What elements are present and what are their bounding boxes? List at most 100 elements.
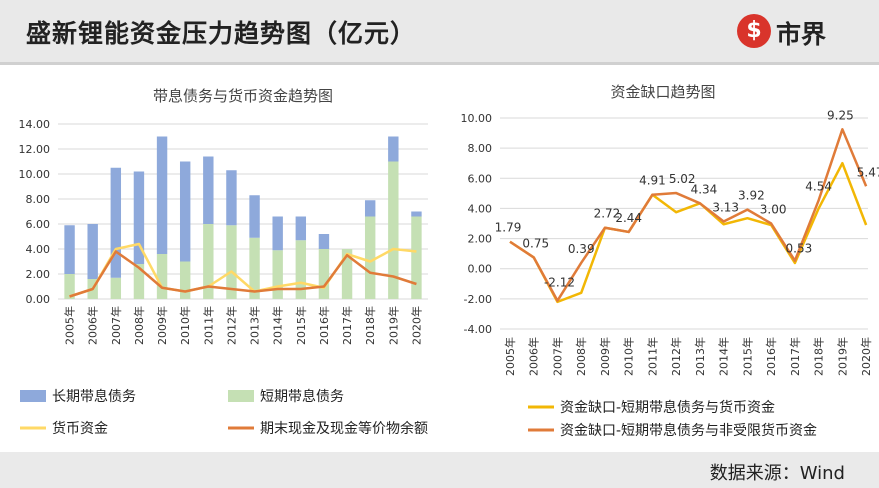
footer-bar: 数据来源：Wind <box>0 452 879 488</box>
right-y-tick-label: 4.00 <box>468 202 493 215</box>
left-x-tick-label: 2009年 <box>155 306 169 345</box>
long-term-debt-bar <box>388 136 399 162</box>
left-x-tick-label: 2005年 <box>63 306 77 345</box>
long-term-debt-bar <box>203 156 214 224</box>
left-legend-label: 货币资金 <box>52 420 108 437</box>
right-y-tick-label: 6.00 <box>468 172 493 185</box>
short-term-debt-bar <box>411 216 422 299</box>
short-term-debt-bar <box>179 261 191 299</box>
right-x-tick-label: 2014年 <box>717 337 731 376</box>
left-y-tick-label: 2.00 <box>26 268 51 281</box>
left-legend-label: 长期带息债务 <box>52 388 136 405</box>
left-x-tick-label: 2008年 <box>132 306 146 345</box>
data-source: 数据来源：Wind <box>709 463 845 484</box>
long-term-debt-bar <box>411 211 422 217</box>
left-x-tick-label: 2020年 <box>409 306 423 345</box>
right-y-tick-label: -4.00 <box>464 323 492 336</box>
right-data-label: 2.72 <box>594 207 621 221</box>
right-data-label: 2.44 <box>615 211 642 225</box>
left-y-tick-label: 6.00 <box>26 218 51 231</box>
right-x-tick-label: 2017年 <box>788 337 802 376</box>
right-data-label: 4.34 <box>691 182 718 196</box>
short-term-debt-bar <box>203 224 214 299</box>
left-x-tick-label: 2015年 <box>294 306 308 345</box>
short-term-debt-bar <box>295 240 307 299</box>
long-term-debt-bar <box>110 167 122 278</box>
right-data-label: 0.39 <box>568 242 595 256</box>
left-x-tick-label: 2016年 <box>317 306 331 345</box>
long-term-debt-bar <box>226 170 237 226</box>
short-term-debt-bar <box>388 161 399 299</box>
left-x-tick-label: 2017年 <box>340 306 354 345</box>
left-x-tick-label: 2014年 <box>271 306 285 345</box>
left-y-tick-label: 8.00 <box>26 193 51 206</box>
left-y-tick-label: 14.00 <box>19 118 51 131</box>
short-term-debt-bar <box>318 249 330 299</box>
right-chart-title: 资金缺口趋势图 <box>610 83 715 101</box>
right-data-label: 9.25 <box>827 108 854 122</box>
left-legend-label: 短期带息债务 <box>260 388 344 405</box>
right-y-tick-label: 10.00 <box>461 112 493 125</box>
right-data-label: 3.92 <box>738 189 765 203</box>
right-legend-label: 资金缺口-短期带息债务与非受限货币资金 <box>560 422 817 439</box>
right-data-label: -2.12 <box>544 276 575 290</box>
right-data-label: 0.75 <box>522 236 549 250</box>
left-x-tick-label: 2012年 <box>224 306 238 345</box>
right-data-label: 4.54 <box>805 179 832 193</box>
right-y-tick-label: 8.00 <box>468 142 493 155</box>
right-x-tick-label: 2010年 <box>622 337 636 376</box>
header-divider <box>0 62 879 65</box>
short-term-debt-bar <box>156 254 168 299</box>
long-term-debt-bar <box>64 225 75 274</box>
right-x-tick-label: 2012年 <box>669 337 683 376</box>
right-x-tick-label: 2006年 <box>527 337 541 376</box>
right-data-label: 5.47 <box>857 165 879 179</box>
left-x-tick-label: 2013年 <box>248 306 262 345</box>
right-x-tick-label: 2016年 <box>764 337 778 376</box>
right-data-label: 1.79 <box>495 221 522 235</box>
right-data-label: 5.02 <box>669 172 696 186</box>
gap-unrestricted-line <box>509 128 868 302</box>
left-chart-title: 带息债务与货币资金趋势图 <box>153 87 333 105</box>
right-x-tick-label: 2015年 <box>740 337 754 376</box>
short-term-debt-bar <box>364 216 376 299</box>
left-x-tick-label: 2006年 <box>86 306 100 345</box>
header-bar: 盛新锂能资金压力趋势图（亿元） $ 市界 <box>0 0 879 62</box>
left-legend-swatch <box>228 390 254 402</box>
right-data-label: 4.91 <box>639 174 666 188</box>
long-term-debt-bar <box>318 234 330 249</box>
left-x-tick-label: 2007年 <box>109 306 123 345</box>
right-x-tick-label: 2018年 <box>812 337 826 376</box>
short-term-debt-bar <box>110 277 122 299</box>
short-term-debt-bar <box>249 237 260 299</box>
short-term-debt-bar <box>226 225 237 299</box>
right-data-label: 3.13 <box>712 201 739 215</box>
right-data-label: 3.00 <box>760 203 787 217</box>
right-legend-label: 资金缺口-短期带息债务与货币资金 <box>560 399 775 416</box>
cash-line <box>69 242 417 298</box>
short-term-debt-bar <box>133 264 145 299</box>
right-x-tick-label: 2005年 <box>503 337 517 376</box>
short-term-debt-bar <box>64 274 75 299</box>
long-term-debt-bar <box>87 224 98 279</box>
short-term-debt-bar <box>272 250 283 299</box>
short-term-debt-bar <box>341 249 353 299</box>
left-y-tick-label: 0.00 <box>26 293 51 306</box>
right-x-tick-label: 2020年 <box>859 337 873 376</box>
right-x-tick-label: 2008年 <box>574 337 588 376</box>
left-x-tick-label: 2011年 <box>201 306 215 345</box>
right-y-tick-label: -2.00 <box>464 293 492 306</box>
gap-monetary-line <box>509 161 868 304</box>
right-x-tick-label: 2007年 <box>550 337 564 376</box>
right-x-tick-label: 2019年 <box>835 337 849 376</box>
cash-equivalents-line <box>69 250 417 298</box>
long-term-debt-bar <box>295 216 307 241</box>
left-y-tick-label: 12.00 <box>19 143 51 156</box>
right-y-tick-label: 0.00 <box>468 263 493 276</box>
left-y-tick-label: 4.00 <box>26 243 51 256</box>
long-term-debt-bar <box>156 136 168 254</box>
long-term-debt-bar <box>179 161 191 262</box>
left-x-tick-label: 2019年 <box>386 306 400 345</box>
right-data-label: 0.53 <box>786 242 813 256</box>
